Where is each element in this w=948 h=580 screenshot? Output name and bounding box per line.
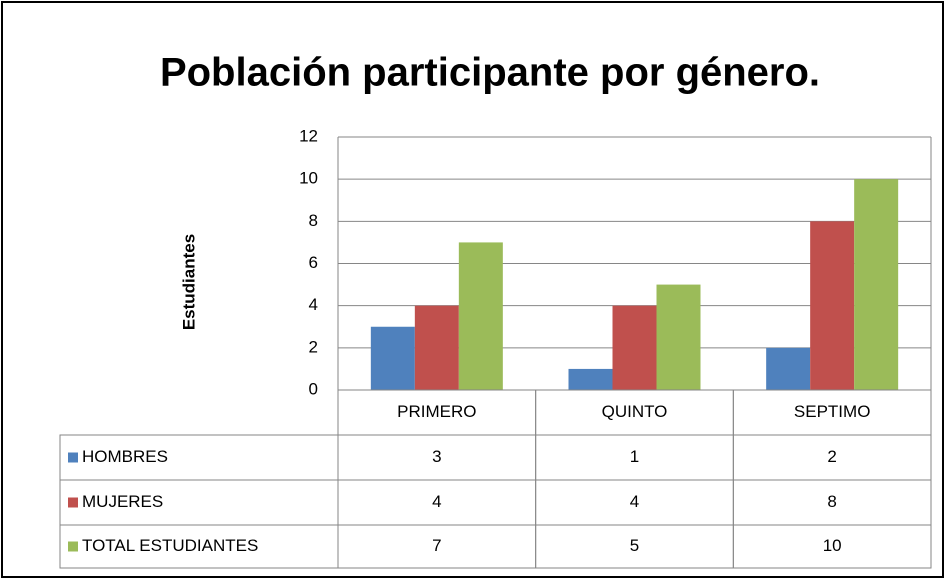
y-tick-label: 12 [299,126,318,145]
legend-label: HOMBRES [82,447,168,466]
bar [854,179,899,390]
legend-label: TOTAL ESTUDIANTES [82,536,258,555]
y-tick-label: 8 [309,211,318,230]
bar [568,368,613,390]
table-cell [732,524,932,569]
y-tick-label: 4 [309,295,318,314]
legend-swatch [68,452,78,463]
bar [612,305,657,390]
legend-swatch [68,541,78,552]
y-tick-label: 10 [299,169,318,188]
x-tick-label: SEPTIMO [794,402,871,421]
y-axis-label: Estudiantes [179,234,198,330]
table-value: 3 [432,447,441,466]
bar [458,242,503,390]
table-value: 4 [432,492,441,511]
y-tick-label: 0 [309,379,318,398]
chart-title: Población participante por género. [160,51,820,95]
table-value: 8 [827,492,836,511]
y-tick-label: 6 [309,253,318,272]
y-tick-label: 2 [309,337,318,356]
bar [766,347,811,390]
bar [656,284,701,390]
table-value: 4 [630,492,639,511]
table-value: 7 [432,536,441,555]
legend-label: MUJERES [82,492,163,511]
table-value: 1 [630,447,639,466]
bar [810,221,855,390]
table-value: 5 [630,536,639,555]
legend-swatch [68,497,78,508]
x-tick-label: QUINTO [602,402,668,421]
bar [414,305,459,390]
bar [370,326,415,390]
x-tick-label: PRIMERO [397,402,476,421]
table-value: 2 [827,447,836,466]
table-value: 10 [823,536,842,555]
